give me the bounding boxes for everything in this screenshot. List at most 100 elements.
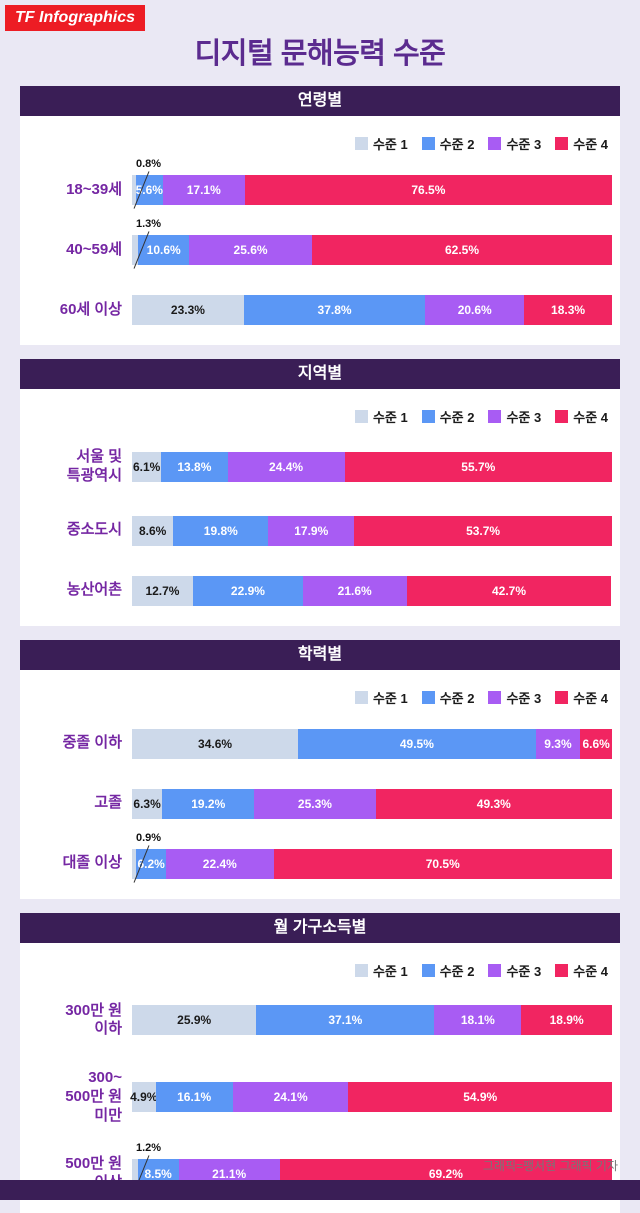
bar-segment-level4: 54.9%: [348, 1082, 612, 1113]
bar-segment-level1: [132, 235, 139, 265]
legend-item: 수준 2: [421, 134, 474, 153]
stacked-bar: 12.7% 22.9% 21.6% 42.7%: [132, 575, 612, 606]
bar-segment-level3: 24.4%: [227, 451, 345, 482]
legend-swatch-icon: [421, 137, 435, 150]
legend-swatch-icon: [354, 137, 368, 150]
bar-segment-level1: 6.3%: [132, 788, 163, 819]
segment-value: 34.6%: [198, 736, 233, 751]
stacked-bar: 4.9% 16.1% 24.1% 54.9%: [130, 1082, 612, 1113]
segment-value: 24.1%: [273, 1090, 308, 1105]
tf-infographics-logo: TF Infographics: [5, 5, 145, 31]
legend-label: 수준 3: [506, 410, 542, 425]
legend-swatch-icon: [488, 410, 502, 423]
legend: 수준 1 수준 2 수준 3 수준 4: [30, 688, 608, 707]
legend-label: 수준 4: [573, 963, 608, 979]
legend-item: 수준 4: [555, 688, 608, 707]
legend-item: 수준 2: [421, 961, 474, 980]
stacked-bar: 6.1% 13.8% 24.4% 55.7%: [132, 451, 612, 482]
segment-value: 21.6%: [337, 583, 372, 598]
bar-row: 중졸 이하 34.6% 49.5% 9.3% 6.6%: [30, 728, 612, 759]
segment-value: 16.1%: [177, 1090, 212, 1105]
legend-swatch-icon: [421, 963, 435, 977]
legend-item: 수준 3: [488, 688, 541, 707]
bar-segment-level1: 34.6%: [132, 728, 299, 759]
legend-swatch-icon: [421, 690, 435, 704]
segment-value: 9.3%: [544, 736, 572, 751]
section-title: 학력별: [20, 639, 620, 670]
small-value-annotation: 1.3%: [136, 218, 162, 230]
bar-row: 18~39세 5.6% 17.1% 76.5% 0.8%: [30, 158, 612, 209]
section-body: 수준 1 수준 2 수준 3 수준 4 중졸 이하 34.6% 49.5% 9.3% 6.6% 고…: [20, 670, 620, 899]
segment-value: 17.1%: [186, 183, 221, 197]
row-label: 대졸 이상: [62, 854, 122, 872]
bar-segment-level2: 10.6%: [138, 235, 190, 265]
legend-label: 수준 3: [506, 137, 542, 152]
stacked-bar: 8.6% 19.8% 17.9% 53.7%: [132, 515, 612, 546]
bar-segment-level3: 25.3%: [254, 788, 376, 819]
legend-item: 수준 4: [555, 961, 608, 980]
stacked-bar: 25.9% 37.1% 18.1% 18.9%: [132, 1005, 612, 1036]
legend-item: 수준 1: [354, 134, 408, 153]
legend-label: 수준 1: [372, 690, 408, 706]
bar-segment-level3: 25.6%: [189, 235, 312, 265]
section-title: 지역별: [20, 359, 620, 389]
legend-label: 수준 1: [372, 410, 408, 425]
row-label: 중졸 이하: [62, 734, 122, 752]
row-label: 중소도시: [66, 521, 122, 539]
bar-segment-level2: 19.8%: [173, 515, 269, 546]
bar-segment-level1: 12.7%: [132, 575, 193, 606]
segment-value: 37.1%: [328, 1013, 363, 1028]
legend-label: 수준 4: [573, 690, 608, 706]
legend-item: 수준 1: [354, 407, 408, 426]
segment-value: 18.9%: [549, 1013, 584, 1028]
row-label: 300만 원 이하: [65, 1001, 122, 1038]
legend-item: 수준 2: [421, 688, 474, 707]
legend-swatch-icon: [354, 410, 368, 423]
bar-segment-level3: 22.4%: [166, 848, 274, 879]
section-title: 월 가구소득별: [20, 912, 620, 943]
segment-value: 6.6%: [582, 736, 610, 751]
segment-value: 17.9%: [294, 523, 329, 538]
bar-segment-level4: 42.7%: [406, 575, 612, 606]
bar-segment-level2: 22.9%: [192, 575, 303, 606]
bar-row: 농산어촌 12.7% 22.9% 21.6% 42.7%: [30, 575, 612, 606]
bar-row: 60세 이상 23.3% 37.8% 20.6% 18.3%: [30, 295, 612, 325]
bar-row: 300만 원 이하 25.9% 37.1% 18.1% 18.9%: [30, 1002, 612, 1040]
row-label: 60세 이상: [59, 300, 122, 318]
legend-swatch-icon: [555, 690, 569, 704]
segment-value: 25.6%: [233, 243, 268, 257]
legend-swatch-icon: [555, 137, 569, 150]
bar-row: 40~59세 10.6% 25.6% 62.5% 1.3%: [30, 218, 612, 269]
legend-item: 수준 4: [555, 134, 608, 153]
legend-label: 수준 1: [372, 137, 408, 152]
footer-bar: [0, 1180, 640, 1200]
legend-label: 수준 3: [506, 963, 542, 979]
bar-segment-level1: 25.9%: [132, 1005, 257, 1036]
segment-value: 55.7%: [461, 459, 496, 474]
bar-segment-level4: 18.3%: [524, 295, 612, 325]
segment-value: 49.5%: [399, 736, 434, 751]
segment-value: 20.6%: [457, 303, 492, 317]
legend-swatch-icon: [555, 963, 569, 977]
bar-segment-level3: 9.3%: [535, 728, 581, 759]
bar-segment-level1: [132, 175, 136, 205]
small-value-annotation: 0.9%: [136, 831, 162, 844]
legend-item: 수준 3: [488, 961, 541, 980]
legend-item: 수준 3: [488, 134, 541, 153]
row-label: 고졸: [94, 794, 122, 812]
bar-segment-level1: [132, 848, 137, 879]
row-label: 18~39세: [66, 180, 122, 198]
legend-swatch-icon: [488, 690, 502, 704]
bar-segment-level4: 70.5%: [273, 848, 612, 879]
bar-segment-level4: 53.7%: [354, 515, 612, 546]
segment-value: 23.3%: [170, 303, 205, 317]
segment-value: 6.2%: [137, 856, 165, 871]
legend-swatch-icon: [354, 963, 368, 977]
segment-value: 19.8%: [203, 523, 238, 538]
bar-row: 300~ 500만 원 미만 4.9% 16.1% 24.1% 54.9%: [30, 1069, 612, 1125]
section-title: 연령별: [20, 86, 620, 116]
legend-item: 수준 3: [488, 407, 541, 426]
bar-segment-level2: 49.5%: [298, 728, 536, 759]
